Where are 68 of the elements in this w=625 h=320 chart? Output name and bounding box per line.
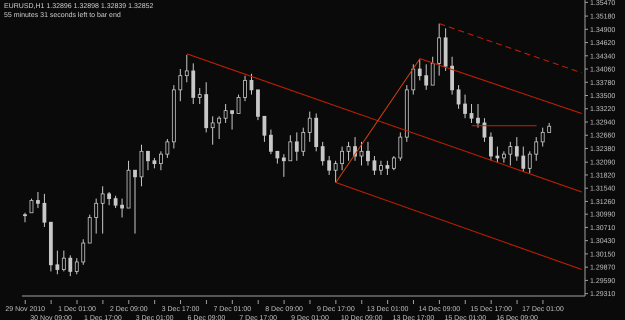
candlestick	[224, 104, 228, 124]
candlestick	[282, 154, 286, 178]
candlestick	[81, 238, 86, 266]
candlestick	[146, 150, 150, 171]
candlestick	[540, 127, 545, 148]
candlestick	[262, 116, 266, 142]
candlestick	[372, 156, 376, 176]
candlestick	[114, 195, 118, 209]
candlestick	[184, 54, 189, 83]
candlestick	[308, 111, 312, 142]
candlestick	[62, 250, 66, 272]
candlestick	[217, 116, 222, 140]
candlestick	[269, 129, 273, 155]
candlestick	[250, 73, 254, 96]
candlestick	[294, 132, 299, 162]
candlestick	[158, 150, 163, 171]
candlestick	[392, 156, 396, 171]
candlestick	[120, 198, 124, 218]
candlestick	[320, 141, 325, 166]
candlestick	[456, 84, 460, 110]
candlestick	[94, 198, 98, 234]
candlestick	[450, 56, 454, 96]
candlestick	[346, 141, 350, 162]
candlestick	[55, 250, 60, 275]
candlestick	[327, 156, 332, 176]
candlestick	[198, 87, 202, 105]
candlestick	[528, 150, 532, 174]
candlestick	[210, 116, 215, 146]
candlestick	[547, 122, 552, 133]
candlestick	[366, 141, 370, 166]
candlestick	[68, 254, 72, 277]
candlestick	[133, 170, 137, 234]
candlestick	[42, 193, 46, 228]
candlestick	[36, 191, 40, 209]
candlestick	[385, 160, 390, 176]
candlestick	[470, 104, 474, 124]
candlestick	[489, 132, 493, 162]
candlestick	[100, 186, 105, 234]
candlestick	[334, 160, 338, 184]
candlestick	[418, 59, 422, 81]
candlestick	[152, 157, 156, 169]
candlestick	[508, 141, 512, 166]
candlestick	[521, 146, 526, 173]
candlestick	[379, 160, 383, 176]
candlestick	[243, 75, 247, 102]
candlestick	[301, 127, 306, 157]
candlestick	[74, 258, 79, 275]
candlestick	[165, 138, 170, 158]
candlestick	[107, 191, 112, 206]
candlestick	[514, 136, 519, 162]
candlestick	[430, 56, 435, 86]
candlestick	[502, 150, 506, 164]
candlestick	[340, 146, 344, 171]
candlestick	[476, 104, 480, 128]
candlestick	[463, 94, 467, 119]
candlestick	[360, 141, 364, 166]
candlestick	[534, 136, 538, 162]
candlestick	[424, 64, 428, 90]
candlestick	[23, 212, 27, 223]
candlestick	[236, 94, 240, 114]
candlestick	[275, 150, 280, 164]
candlestick	[288, 134, 292, 162]
candlestick	[496, 146, 500, 164]
candlestick	[230, 110, 234, 130]
candlestick	[482, 118, 486, 142]
candlestick	[30, 198, 34, 214]
candlestick	[178, 68, 182, 102]
candlestick	[398, 132, 402, 162]
